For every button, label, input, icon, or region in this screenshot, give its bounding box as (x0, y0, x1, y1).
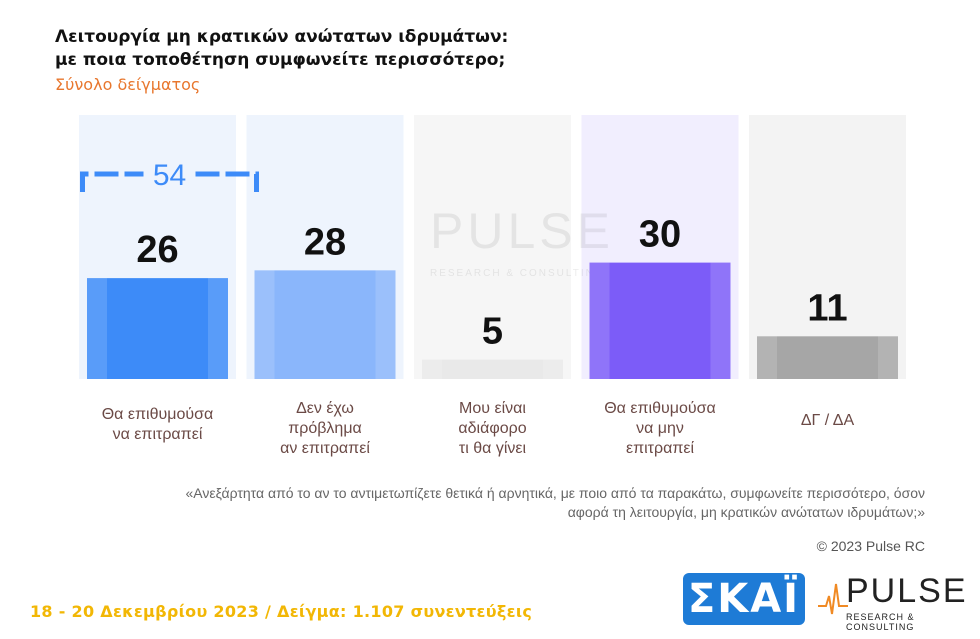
bar-chart: PULSE RESEARCH & CONSULTING 26 Θα επιθυμο… (79, 115, 906, 457)
data-label: 28 (304, 221, 346, 263)
bar (254, 270, 396, 379)
watermark-subtitle: RESEARCH & CONSULTING (430, 268, 605, 279)
bar (757, 336, 898, 379)
footer-date: 18 - 20 Δεκεμβρίου 2023 / Δείγμα: 1.107 … (30, 602, 533, 621)
pulse-logo-subtitle: RESEARCH & CONSULTING (846, 612, 915, 632)
pulse-logo: PULSE RESEARCH & CONSULTING (818, 572, 968, 632)
bar (87, 278, 228, 379)
category-label: Θα επιθυμούσα να μην επιτραπεί (604, 400, 716, 457)
bar-shade-left (589, 262, 610, 379)
bar-shade-right (543, 359, 563, 379)
bracket-left (80, 171, 144, 192)
bar-shade-left (757, 336, 777, 379)
bar-shade-right (878, 336, 898, 379)
bar-shade-left (87, 278, 107, 379)
pulse-logo-name: PULSE (846, 572, 968, 610)
chart-title: Λειτουργία μη κρατικών ανώτατων ιδρυμάτω… (55, 27, 509, 70)
pulse-wave-icon (818, 583, 848, 615)
category-label: Δεν έχω πρόβλημα αν επιτραπεί (280, 400, 370, 457)
data-label: 11 (807, 287, 847, 329)
bar (422, 359, 563, 379)
category-label: Θα επιθυμούσα να επιτραπεί (102, 406, 214, 443)
watermark-name: PULSE (430, 203, 614, 259)
column-background (414, 115, 571, 379)
bar-shade-left (422, 359, 442, 379)
bar-shade-right (375, 270, 396, 379)
copyright: © 2023 Pulse RC (816, 538, 925, 554)
column-background (749, 115, 906, 379)
question-note: «Ανεξάρτητα από το αν το αντιμετωπίζετε … (185, 485, 925, 520)
bar-shade-right (208, 278, 228, 379)
category-label: Μου είναι αδιάφορο τι θα γίνει (458, 400, 526, 457)
chart-subtitle: Σύνολο δείγματος (55, 75, 201, 94)
skai-logo: ΣΚΑΪ (683, 573, 805, 625)
category-label: ΔΓ / ΔΑ (801, 412, 855, 429)
data-label: 26 (136, 229, 178, 271)
bracket-total: 54 (153, 159, 186, 192)
data-label: 30 (639, 214, 681, 256)
bracket-right (195, 171, 259, 192)
bar (589, 262, 731, 379)
bar-shade-right (710, 262, 731, 379)
watermark: PULSE RESEARCH & CONSULTING (430, 203, 614, 279)
bar-shade-left (254, 270, 275, 379)
data-label: 5 (482, 311, 503, 353)
